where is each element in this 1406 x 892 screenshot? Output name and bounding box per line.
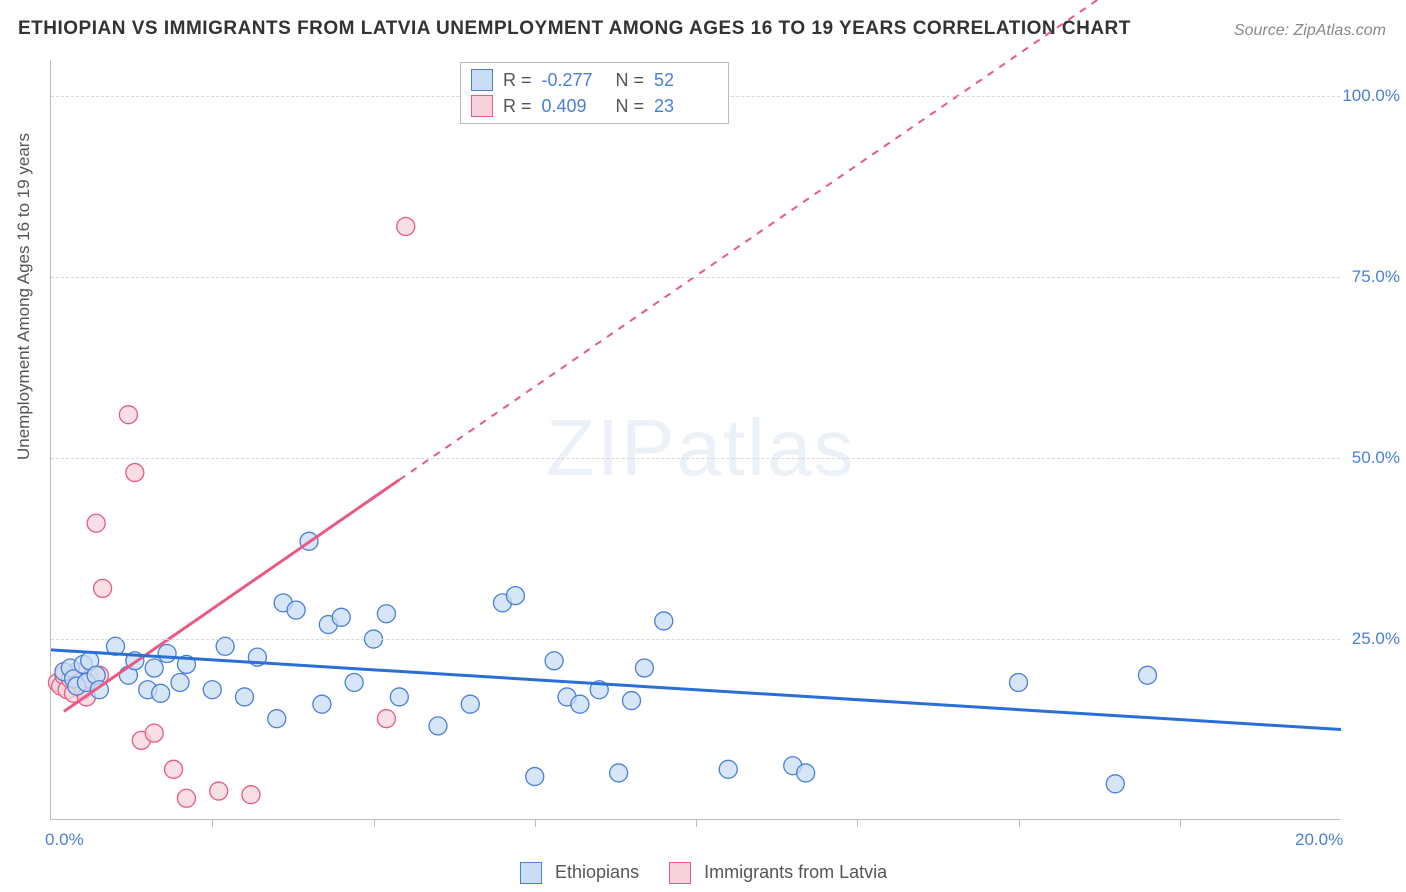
data-point xyxy=(797,764,815,782)
data-point xyxy=(345,673,363,691)
data-point xyxy=(177,789,195,807)
data-point xyxy=(545,652,563,670)
swatch-ethiopian-icon xyxy=(471,69,493,91)
data-point xyxy=(506,587,524,605)
data-point xyxy=(145,659,163,677)
data-point xyxy=(87,514,105,532)
data-point xyxy=(610,764,628,782)
data-point xyxy=(390,688,408,706)
stat-n-label: N = xyxy=(616,96,645,117)
y-tick-label: 25.0% xyxy=(1340,629,1400,649)
x-tick-mark xyxy=(1019,819,1020,827)
data-point xyxy=(203,681,221,699)
y-axis-label: Unemployment Among Ages 16 to 19 years xyxy=(14,133,34,460)
stats-row-ethiopian: R = -0.277 N = 52 xyxy=(471,67,718,93)
x-tick-mark xyxy=(1180,819,1181,827)
x-tick-mark xyxy=(212,819,213,827)
stat-r-label: R = xyxy=(503,96,532,117)
stat-n-label: N = xyxy=(616,70,645,91)
data-point xyxy=(1010,673,1028,691)
x-axis-min-label: 0.0% xyxy=(45,830,84,850)
data-point xyxy=(571,695,589,713)
data-point xyxy=(526,768,544,786)
plot-svg xyxy=(51,60,1341,820)
data-point xyxy=(287,601,305,619)
x-tick-mark xyxy=(535,819,536,827)
data-point xyxy=(145,724,163,742)
data-point xyxy=(719,760,737,778)
series-legend: Ethiopians Immigrants from Latvia xyxy=(520,862,887,884)
stats-row-latvia: R = 0.409 N = 23 xyxy=(471,93,718,119)
x-tick-mark xyxy=(696,819,697,827)
data-point xyxy=(377,605,395,623)
legend-label-latvia: Immigrants from Latvia xyxy=(704,862,887,882)
data-point xyxy=(158,645,176,663)
data-point xyxy=(461,695,479,713)
x-tick-mark xyxy=(857,819,858,827)
data-point xyxy=(655,612,673,630)
stat-r-latvia: 0.409 xyxy=(542,96,606,117)
stat-n-ethiopian: 52 xyxy=(654,70,718,91)
stat-n-latvia: 23 xyxy=(654,96,718,117)
source-attribution: Source: ZipAtlas.com xyxy=(1234,22,1386,40)
data-point xyxy=(313,695,331,713)
data-point xyxy=(242,786,260,804)
swatch-ethiopian-icon xyxy=(520,862,542,884)
stats-legend: R = -0.277 N = 52 R = 0.409 N = 23 xyxy=(460,62,729,124)
stat-r-label: R = xyxy=(503,70,532,91)
stat-r-ethiopian: -0.277 xyxy=(542,70,606,91)
x-tick-mark xyxy=(374,819,375,827)
data-point xyxy=(152,684,170,702)
data-point xyxy=(377,710,395,728)
data-point xyxy=(171,673,189,691)
data-point xyxy=(165,760,183,778)
legend-item-ethiopian: Ethiopians xyxy=(520,862,639,884)
data-point xyxy=(1139,666,1157,684)
swatch-latvia-icon xyxy=(669,862,691,884)
y-tick-label: 75.0% xyxy=(1340,267,1400,287)
gridline xyxy=(51,458,1340,459)
x-axis-max-label: 20.0% xyxy=(1295,830,1343,850)
legend-label-ethiopian: Ethiopians xyxy=(555,862,639,882)
data-point xyxy=(635,659,653,677)
data-point xyxy=(623,692,641,710)
swatch-latvia-icon xyxy=(471,95,493,117)
gridline xyxy=(51,277,1340,278)
plot-area: ZIPatlas 25.0%50.0%75.0%100.0% xyxy=(50,60,1340,820)
y-tick-label: 50.0% xyxy=(1340,448,1400,468)
data-point xyxy=(119,406,137,424)
data-point xyxy=(397,217,415,235)
data-point xyxy=(268,710,286,728)
data-point xyxy=(236,688,254,706)
data-point xyxy=(429,717,447,735)
data-point xyxy=(94,579,112,597)
y-tick-label: 100.0% xyxy=(1340,86,1400,106)
data-point xyxy=(332,608,350,626)
gridline xyxy=(51,639,1340,640)
data-point xyxy=(126,464,144,482)
chart-title: ETHIOPIAN VS IMMIGRANTS FROM LATVIA UNEM… xyxy=(18,18,1131,40)
data-point xyxy=(210,782,228,800)
data-point xyxy=(1106,775,1124,793)
legend-item-latvia: Immigrants from Latvia xyxy=(669,862,887,884)
